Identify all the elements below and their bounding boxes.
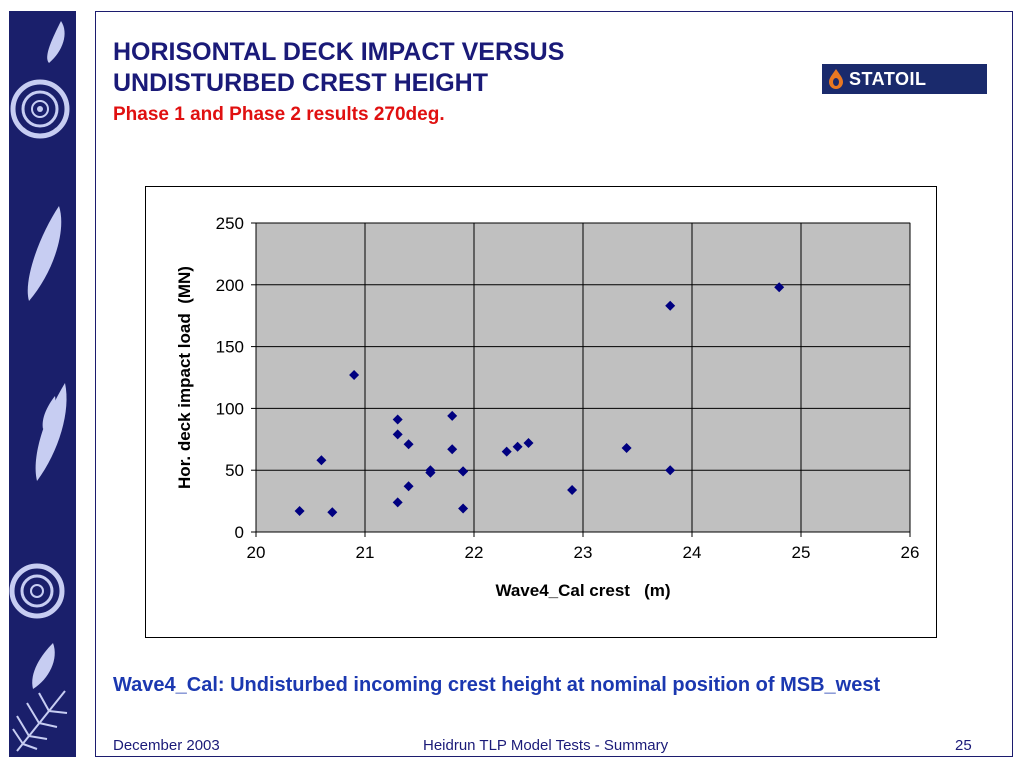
ammonite-icon — [10, 79, 70, 139]
data-point — [447, 444, 458, 455]
data-point — [512, 441, 523, 452]
ammonite-icon — [9, 563, 65, 619]
data-point — [425, 467, 436, 478]
data-point — [392, 497, 403, 508]
slide-frame — [95, 11, 1013, 757]
y-axis-label: Hor. deck impact load (MN) — [175, 266, 194, 489]
y-tick-label: 50 — [225, 461, 244, 480]
slide-subtitle: Phase 1 and Phase 2 results 270deg. — [113, 104, 445, 125]
data-point — [294, 505, 305, 516]
x-tick-label: 21 — [356, 543, 375, 562]
x-tick-label: 20 — [247, 543, 266, 562]
data-point — [523, 438, 534, 449]
statoil-drop-icon — [829, 69, 843, 89]
grid-lines — [256, 222, 911, 532]
leaf-icon — [27, 206, 62, 301]
page-number: 25 — [955, 737, 972, 754]
scatter-chart: 20 21 22 23 24 25 26 0 50 100 150 200 250 Wave4_Cal … — [175, 214, 920, 600]
data-point — [327, 507, 338, 518]
leaf-icon — [47, 21, 65, 63]
decorative-strip — [9, 11, 76, 757]
axes — [251, 222, 911, 537]
y-tick-label: 250 — [216, 214, 244, 233]
data-point — [316, 455, 327, 466]
leaf-icon — [42, 396, 56, 429]
x-axis-label: Wave4_Cal crest (m) — [495, 581, 670, 600]
data-point — [774, 282, 785, 293]
data-point — [458, 503, 469, 514]
logo-text: STATOIL — [849, 68, 927, 89]
data-point — [665, 300, 676, 311]
data-point — [621, 442, 632, 453]
x-tick-label: 26 — [901, 543, 920, 562]
leaf-icon — [35, 383, 67, 481]
tick-labels: 20 21 22 23 24 25 26 0 50 100 150 200 250 — [216, 214, 920, 562]
footer-date: December 2003 — [113, 737, 220, 754]
data-point — [567, 484, 578, 495]
data-point — [349, 370, 360, 381]
fern-icon — [12, 690, 68, 752]
x-tick-label: 24 — [683, 543, 702, 562]
y-tick-label: 0 — [235, 523, 244, 542]
data-point — [665, 465, 676, 476]
leaf-icon — [32, 643, 55, 689]
statoil-logo: STATOIL — [822, 64, 987, 94]
data-point — [501, 446, 512, 457]
x-tick-label: 23 — [574, 543, 593, 562]
chart-caption: Wave4_Cal: Undisturbed incoming crest he… — [113, 674, 881, 696]
slide-title-line-1: HORISONTAL DECK IMPACT VERSUS — [113, 38, 565, 66]
data-points — [294, 282, 785, 518]
data-point — [403, 481, 414, 492]
data-point — [458, 466, 469, 477]
data-point — [392, 429, 403, 440]
x-tick-label: 25 — [792, 543, 811, 562]
y-tick-label: 100 — [216, 399, 244, 418]
slide-title-line-2: UNDISTURBED CREST HEIGHT — [113, 69, 489, 97]
data-point — [403, 439, 414, 450]
data-point — [392, 414, 403, 425]
y-tick-label: 200 — [216, 276, 244, 295]
footer-title: Heidrun TLP Model Tests - Summary — [423, 737, 669, 754]
x-tick-label: 22 — [465, 543, 484, 562]
data-point — [447, 410, 458, 421]
chart-container: 20 21 22 23 24 25 26 0 50 100 150 200 250 Wave4_Cal … — [145, 186, 937, 638]
y-tick-label: 150 — [216, 338, 244, 357]
